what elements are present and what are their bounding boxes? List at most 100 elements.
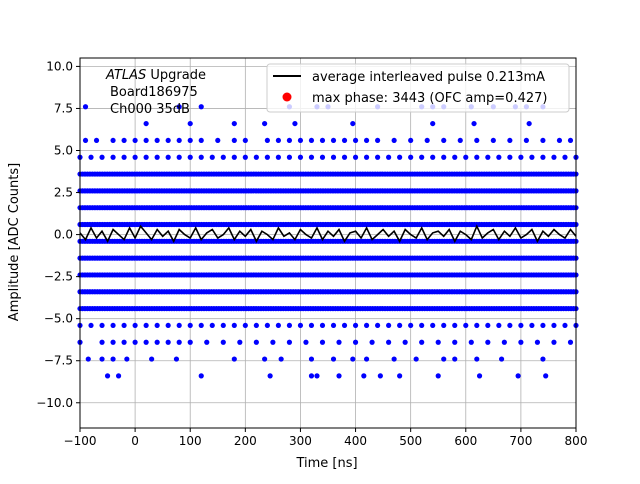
- data-point: [567, 137, 574, 144]
- data-point: [319, 137, 326, 144]
- data-point: [529, 322, 535, 329]
- data-point: [262, 356, 268, 362]
- data-point: [341, 322, 348, 329]
- x-tick-label: 700: [509, 434, 532, 448]
- x-axis-label: Time [ns]: [295, 456, 357, 471]
- data-point: [375, 137, 381, 144]
- data-point: [297, 137, 304, 144]
- data-point: [124, 356, 130, 362]
- data-point: [270, 339, 276, 345]
- data-point: [264, 322, 270, 329]
- data-point: [518, 339, 524, 345]
- legend-marker-swatch: [282, 92, 292, 102]
- data-point: [526, 120, 532, 127]
- data-point: [363, 137, 370, 144]
- annotation-line-1: ATLAS Upgrade: [105, 68, 206, 83]
- y-tick-label: 2.5: [54, 186, 73, 200]
- data-point: [386, 322, 392, 329]
- data-point: [104, 373, 111, 379]
- data-point: [264, 137, 270, 144]
- data-point: [551, 154, 557, 160]
- data-point: [485, 154, 491, 160]
- annotation-board: Board186975: [110, 85, 198, 100]
- data-point: [474, 356, 480, 362]
- data-point: [363, 356, 370, 362]
- data-point: [165, 322, 171, 329]
- data-point: [278, 356, 284, 362]
- data-point: [430, 322, 436, 329]
- data-point: [110, 137, 116, 144]
- data-point: [350, 356, 356, 362]
- data-point: [507, 137, 513, 144]
- data-point: [352, 137, 359, 144]
- data-point: [132, 339, 138, 345]
- average-pulse-line: [79, 224, 577, 244]
- data-point: [173, 356, 180, 362]
- data-point: [413, 356, 419, 362]
- data-point: [341, 137, 348, 144]
- data-point: [286, 322, 293, 329]
- y-tick-label: −5.0: [44, 312, 73, 326]
- data-point: [165, 137, 171, 144]
- data-point: [452, 154, 458, 160]
- data-point: [375, 154, 381, 160]
- data-point: [209, 154, 215, 160]
- data-point: [308, 356, 315, 362]
- x-tick-label: −100: [64, 434, 97, 448]
- data-point: [474, 322, 480, 329]
- data-point: [352, 154, 359, 160]
- data-point: [308, 373, 315, 379]
- data-point: [165, 339, 171, 345]
- data-point: [292, 120, 298, 127]
- data-point: [85, 356, 91, 362]
- data-point: [336, 373, 342, 379]
- data-point: [352, 322, 359, 329]
- data-point: [132, 137, 138, 144]
- data-point: [99, 356, 105, 362]
- data-point: [336, 339, 342, 345]
- data-point: [435, 373, 441, 379]
- data-point: [176, 104, 182, 110]
- data-point: [286, 154, 293, 160]
- data-point: [485, 339, 491, 345]
- annotation-atlas: ATLAS: [105, 68, 146, 83]
- data-point: [308, 154, 315, 160]
- data-point: [341, 154, 348, 160]
- data-point: [143, 339, 149, 345]
- annotation-upgrade: Upgrade: [146, 68, 206, 83]
- data-point: [253, 154, 259, 160]
- data-point: [187, 137, 193, 144]
- data-point: [375, 322, 381, 329]
- legend-entry-average: average interleaved pulse 0.213mA: [312, 70, 545, 85]
- data-point: [507, 322, 513, 329]
- data-point: [330, 356, 337, 362]
- data-point: [231, 322, 237, 329]
- data-point: [540, 322, 546, 329]
- data-point: [441, 356, 447, 362]
- data-point: [110, 356, 116, 362]
- data-point: [286, 137, 293, 144]
- data-point: [474, 137, 480, 144]
- y-tick-label: 5.0: [54, 144, 73, 158]
- plot-area: [77, 104, 579, 379]
- data-point: [297, 322, 304, 329]
- x-tick-label: 800: [565, 434, 588, 448]
- y-tick-label: 7.5: [54, 101, 73, 115]
- data-point: [441, 154, 447, 160]
- data-point: [198, 104, 204, 110]
- data-point: [419, 322, 425, 329]
- legend-box: [266, 63, 570, 113]
- data-point: [463, 154, 469, 160]
- data-point: [452, 322, 458, 329]
- data-point: [515, 373, 521, 379]
- x-tick-label: 600: [454, 434, 477, 448]
- data-point: [231, 154, 237, 160]
- data-point: [165, 154, 171, 160]
- data-point: [419, 154, 425, 160]
- data-point: [330, 137, 337, 144]
- data-point: [198, 322, 204, 329]
- data-point: [82, 137, 89, 144]
- x-tick-label: 400: [344, 434, 367, 448]
- data-point: [397, 322, 403, 329]
